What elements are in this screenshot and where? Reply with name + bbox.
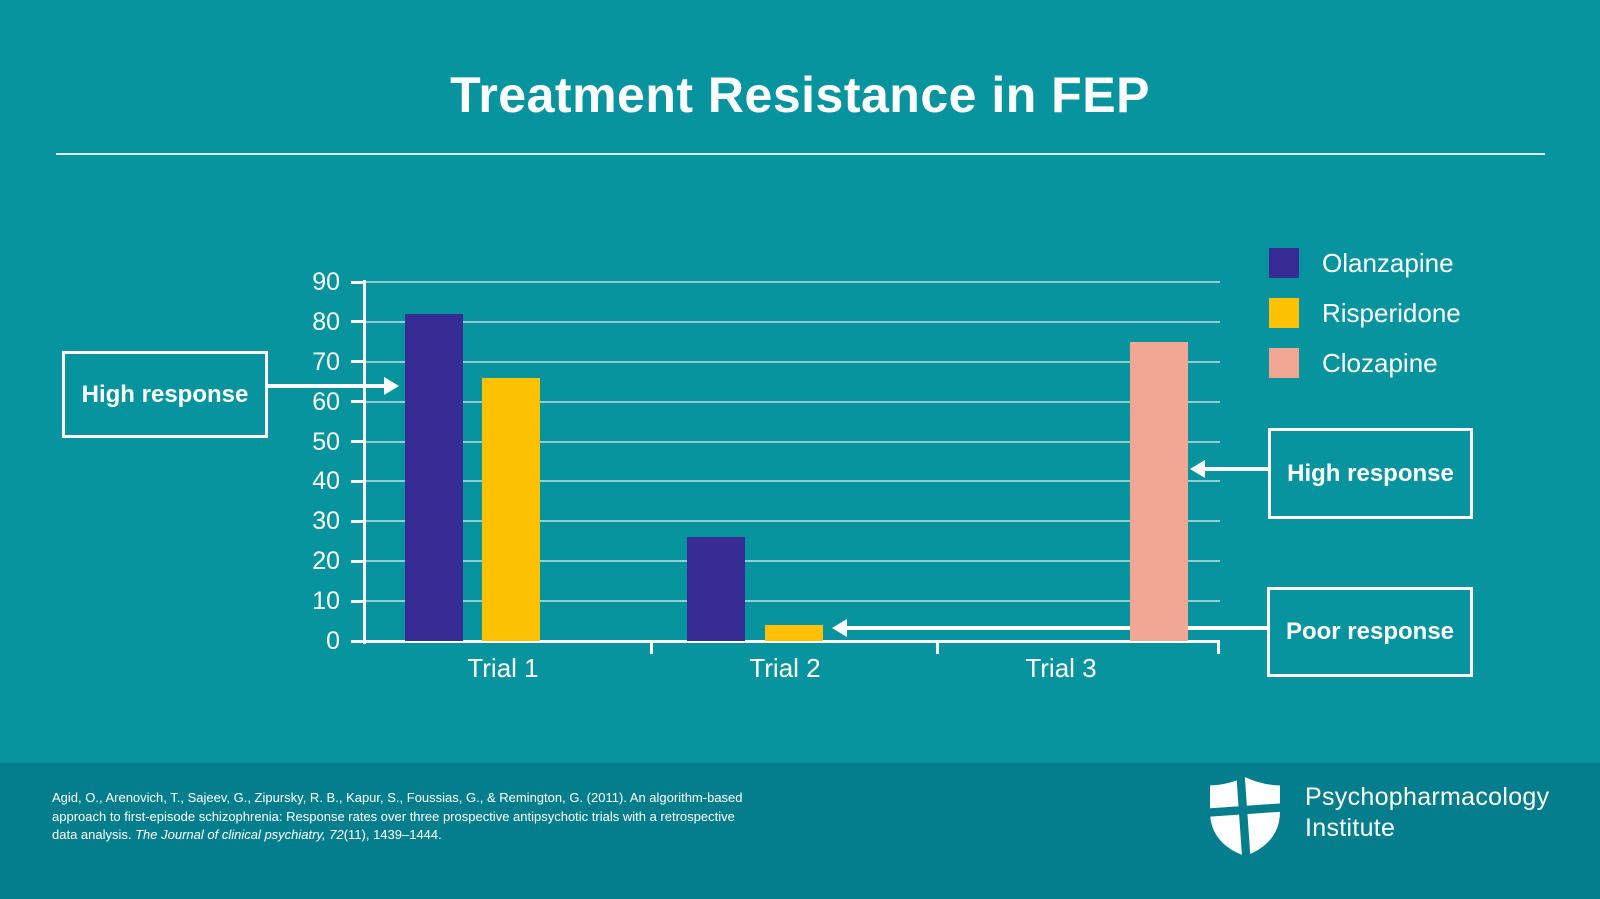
y-axis-tick-label-60: 60 [312, 387, 340, 416]
legend-label-clozapine: Clozapine [1322, 348, 1438, 378]
x-axis-tick [1217, 641, 1220, 654]
high-response-left-arrow-shaft [266, 384, 384, 388]
x-axis-label-trial3: Trial 3 [1025, 653, 1097, 683]
y-axis-tick [351, 360, 366, 364]
y-axis-tick [351, 280, 366, 284]
y-axis-tick-label-20: 20 [312, 547, 340, 576]
callout-high-response-left: High response [62, 351, 268, 438]
citation-line3-suffix: (11), 1439–1444. [343, 827, 442, 842]
y-axis-tick [351, 559, 366, 563]
chart-legend: Olanzapine Risperidone Clozapine [1269, 248, 1461, 398]
citation-line2: approach to first-episode schizophrenia:… [52, 808, 735, 824]
x-axis-label-trial2: Trial 2 [749, 653, 821, 683]
gridline-10 [366, 600, 1220, 603]
poor-response-arrow-head [832, 619, 847, 637]
x-axis-line [363, 640, 1220, 643]
legend-swatch-olanzapine [1269, 248, 1299, 278]
citation-line3-prefix: data analysis. [52, 827, 136, 842]
legend-item-olanzapine: Olanzapine [1269, 248, 1461, 278]
high-response-right-arrow-head [1190, 460, 1205, 478]
footer: Agid, O., Arenovich, T., Sajeev, G., Zip… [0, 763, 1600, 899]
callout-high-response-right: High response [1268, 428, 1473, 519]
citation-journal-italic: The Journal of clinical psychiatry, 72 [135, 827, 344, 842]
y-axis-tick-label-10: 10 [312, 587, 340, 616]
gridline-90 [366, 281, 1220, 283]
callout-poor-response: Poor response [1267, 587, 1473, 677]
legend-item-risperidone: Risperidone [1269, 298, 1461, 328]
institute-logo-line1: Psychopharmacology [1305, 783, 1550, 811]
y-axis-tick [351, 440, 366, 444]
high-response-right-arrow-shaft [1205, 467, 1268, 471]
callout-poor-response-label: Poor response [1285, 618, 1455, 645]
poor-response-arrow-shaft [847, 626, 1267, 630]
bar-trial3-clozapine [1130, 342, 1188, 641]
legend-swatch-risperidone [1269, 298, 1299, 328]
gridline-60 [366, 400, 1220, 403]
y-axis-tick-label-70: 70 [312, 347, 340, 376]
bar-trial2-olanzapine [687, 537, 745, 641]
slide-title: Treatment Resistance in FEP [450, 67, 1150, 123]
bar-trial1-risperidone [482, 378, 540, 641]
y-axis-tick-label-80: 80 [312, 307, 340, 336]
y-axis-tick [351, 519, 366, 523]
y-axis-line [363, 280, 366, 644]
institute-logo-shield-icon [1207, 777, 1283, 856]
citation: Agid, O., Arenovich, T., Sajeev, G., Zip… [52, 789, 872, 845]
institute-logo-line2: Institute [1305, 814, 1396, 842]
gridline-80 [366, 320, 1220, 323]
legend-label-risperidone: Risperidone [1322, 298, 1461, 328]
legend-item-clozapine: Clozapine [1269, 348, 1461, 378]
y-axis-tick-label-30: 30 [312, 507, 340, 536]
legend-swatch-clozapine [1269, 348, 1299, 378]
gridline-50 [366, 440, 1220, 443]
bar-trial2-risperidone [765, 625, 823, 641]
x-axis-tick [650, 641, 653, 654]
x-axis-label-trial1: Trial 1 [467, 653, 539, 683]
y-axis-tick-label-90: 90 [312, 268, 340, 296]
x-axis-tick [936, 641, 939, 654]
gridline-30 [366, 520, 1220, 523]
gridline-40 [366, 480, 1220, 483]
y-axis-tick [351, 320, 366, 324]
gridline-70 [366, 360, 1220, 363]
y-axis-tick [351, 400, 366, 404]
callout-high-response-right-label: High response [1287, 459, 1454, 487]
high-response-left-arrow-head [384, 377, 399, 395]
y-axis-tick-label-50: 50 [312, 427, 340, 456]
title-divider [56, 153, 1545, 155]
callout-high-response-left-label: High response [81, 380, 249, 408]
gridline-20 [366, 560, 1220, 563]
legend-label-olanzapine: Olanzapine [1322, 248, 1454, 278]
y-axis-tick [351, 599, 366, 603]
citation-line1: Agid, O., Arenovich, T., Sajeev, G., Zip… [52, 790, 743, 805]
y-axis-tick [351, 479, 366, 483]
y-axis-tick-label-0: 0 [326, 627, 340, 655]
bar-trial1-olanzapine [405, 314, 463, 641]
y-axis-tick-label-40: 40 [312, 467, 340, 496]
institute-logo-text: Psychopharmacology Institute [1305, 782, 1549, 844]
y-axis-tick [351, 639, 366, 643]
